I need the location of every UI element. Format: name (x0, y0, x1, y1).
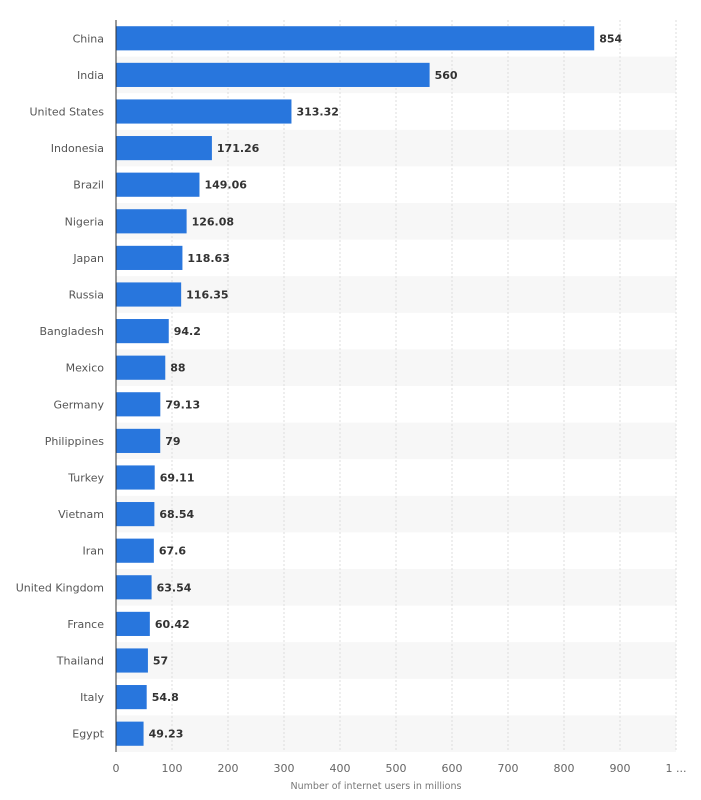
bar (116, 136, 212, 161)
bar (116, 575, 152, 600)
data-label: 67.6 (159, 545, 186, 558)
bar (116, 355, 166, 380)
row-band (116, 569, 676, 606)
bar (116, 648, 148, 673)
bar (116, 245, 183, 270)
data-label: 88 (170, 362, 185, 375)
bar (116, 502, 155, 527)
tick-label: 100 (162, 762, 183, 775)
bar (116, 428, 161, 453)
category-label: Egypt (72, 728, 104, 741)
data-label: 79.13 (165, 398, 200, 411)
bar (116, 282, 182, 307)
category-label: Indonesia (51, 142, 104, 155)
tick-label: 600 (442, 762, 463, 775)
category-label: Philippines (45, 435, 105, 448)
tick-label: 1 ... (666, 762, 687, 775)
category-label: France (67, 618, 104, 631)
category-label: India (77, 69, 104, 82)
bar (116, 392, 161, 417)
bar (116, 209, 187, 234)
bar (116, 172, 200, 197)
category-label: Iran (83, 545, 105, 558)
row-band (116, 276, 676, 313)
category-label: Turkey (67, 472, 104, 485)
data-label: 126.08 (192, 215, 234, 228)
data-label: 854 (599, 32, 622, 45)
bar (116, 62, 430, 87)
data-label: 49.23 (149, 728, 184, 741)
data-label: 79 (165, 435, 180, 448)
category-label: Mexico (66, 362, 105, 375)
tick-label: 500 (386, 762, 407, 775)
row-band (116, 349, 676, 386)
data-label: 116.35 (186, 289, 228, 302)
category-label: Bangladesh (40, 325, 105, 338)
category-label: Vietnam (58, 508, 104, 521)
category-label: China (73, 32, 104, 45)
data-label: 118.63 (187, 252, 229, 265)
bar (116, 685, 147, 710)
data-label: 57 (153, 655, 168, 668)
bar (116, 26, 595, 51)
category-label: Japan (72, 252, 104, 265)
category-label: United States (30, 106, 105, 119)
data-label: 94.2 (174, 325, 201, 338)
tick-label: 700 (498, 762, 519, 775)
bar (116, 611, 150, 636)
data-label: 60.42 (155, 618, 190, 631)
data-label: 171.26 (217, 142, 260, 155)
category-label: Italy (80, 691, 104, 704)
category-label: Nigeria (65, 215, 104, 228)
tick-label: 200 (218, 762, 239, 775)
tick-label: 800 (554, 762, 575, 775)
category-label: United Kingdom (16, 581, 104, 594)
tick-label: 400 (330, 762, 351, 775)
bar (116, 465, 155, 490)
category-label: Thailand (56, 655, 104, 668)
bar (116, 99, 292, 124)
bar (116, 538, 154, 563)
data-label: 68.54 (159, 508, 194, 521)
category-label: Germany (53, 398, 104, 411)
tick-label: 900 (610, 762, 631, 775)
data-label: 149.06 (204, 179, 247, 192)
bar (116, 721, 144, 746)
data-label: 54.8 (152, 691, 179, 704)
tick-label: 300 (274, 762, 295, 775)
data-label: 63.54 (157, 581, 192, 594)
x-axis-title: Number of internet users in millions (291, 781, 462, 792)
category-label: Brazil (73, 179, 104, 192)
data-label: 313.32 (296, 106, 338, 119)
data-label: 560 (435, 69, 458, 82)
category-label: Russia (69, 289, 104, 302)
tick-label: 0 (113, 762, 120, 775)
data-label: 69.11 (160, 472, 195, 485)
bar (116, 319, 169, 344)
